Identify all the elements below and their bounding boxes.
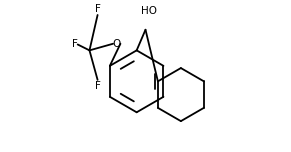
Text: F: F xyxy=(95,81,100,91)
Text: O: O xyxy=(113,39,121,49)
Text: F: F xyxy=(72,40,78,49)
Text: F: F xyxy=(95,3,100,14)
Text: HO: HO xyxy=(141,7,157,16)
